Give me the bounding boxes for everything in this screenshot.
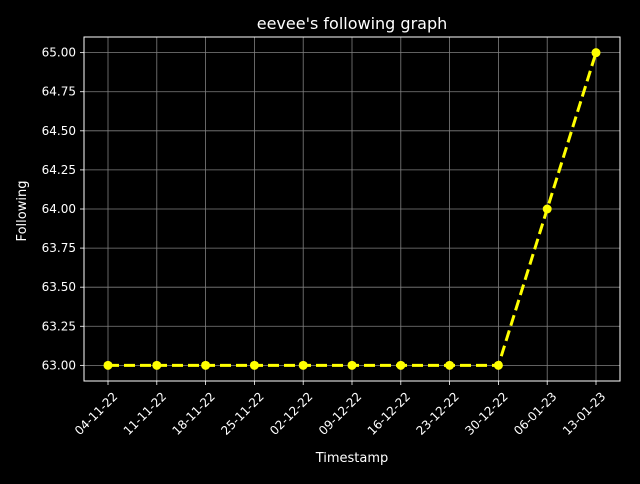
data-point [152,360,162,370]
data-point [298,360,308,370]
y-tick-label: 64.75 [42,85,76,99]
y-tick-label: 63.75 [42,241,76,255]
chart-title: eevee's following graph [257,14,448,33]
series-layer [103,48,601,370]
data-point [103,360,113,370]
data-point [249,360,259,370]
y-tick-label: 63.00 [42,358,76,372]
data-point [493,360,503,370]
x-axis-label: Timestamp [315,451,389,466]
y-tick-label: 63.50 [42,280,76,294]
data-point [542,204,552,214]
data-point [201,360,211,370]
y-tick-label: 64.25 [42,163,76,177]
y-axis-label: Following [15,181,30,242]
y-tick-label: 65.00 [42,46,76,60]
data-point [396,360,406,370]
plot-frame [83,36,621,382]
data-point [347,360,357,370]
y-tick-label: 64.00 [42,202,76,216]
data-point [445,360,455,370]
y-tick-label: 64.50 [42,124,76,138]
y-tick-label: 63.25 [42,319,76,333]
axes [80,36,621,385]
data-point [591,48,601,58]
